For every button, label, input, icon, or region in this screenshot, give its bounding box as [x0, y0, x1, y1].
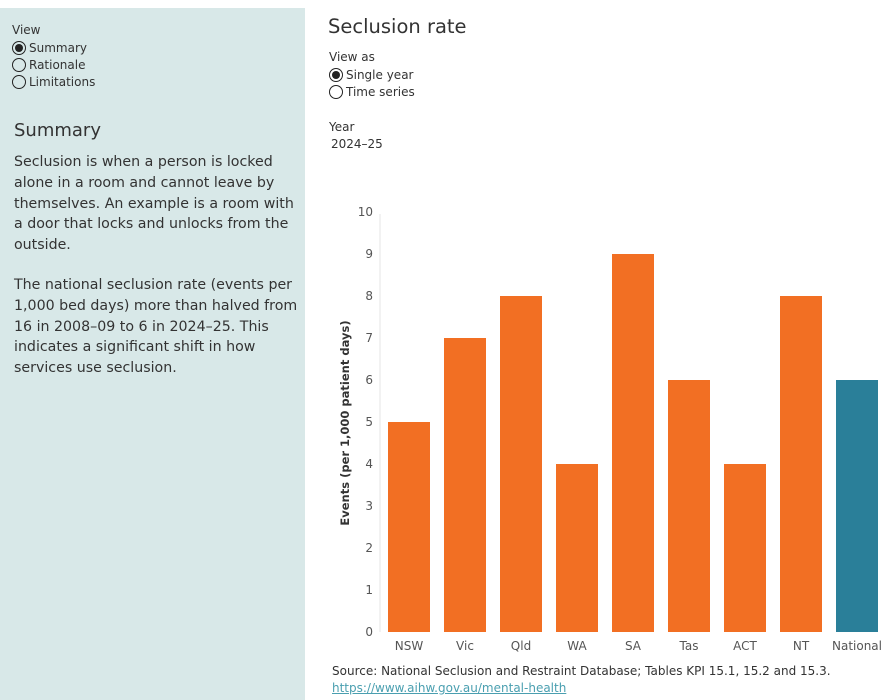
bar-sa[interactable]: [612, 254, 654, 632]
y-tick-label: 0: [365, 625, 373, 639]
x-tick-label: Tas: [679, 639, 699, 653]
view-option-label: Rationale: [29, 57, 86, 72]
bar-tas[interactable]: [668, 380, 710, 632]
y-tick-label: 4: [365, 457, 373, 471]
bar-qld[interactable]: [500, 296, 542, 632]
y-tick-label: 9: [365, 247, 373, 261]
x-tick-label: Qld: [511, 639, 531, 653]
x-tick-label: ACT: [733, 639, 757, 653]
view-as-title: View as: [329, 50, 375, 64]
summary-paragraph: Seclusion is when a person is locked alo…: [14, 154, 294, 254]
x-tick-label: NT: [793, 639, 810, 653]
radio-unchecked-icon[interactable]: [12, 57, 26, 72]
view-as-option-single-year[interactable]: Single year: [329, 66, 415, 83]
bar-national[interactable]: [836, 380, 878, 632]
y-tick-label: 10: [358, 205, 373, 219]
y-tick-label: 1: [365, 583, 373, 597]
x-tick-label: National: [832, 639, 882, 653]
view-option-rationale[interactable]: Rationale: [12, 56, 95, 73]
summary-heading: Summary: [14, 120, 101, 141]
source-note: Source: National Seclusion and Restraint…: [332, 664, 831, 678]
radio-unchecked-icon[interactable]: [329, 84, 343, 99]
view-as-option-time-series[interactable]: Time series: [329, 83, 415, 100]
year-filter-title: Year: [329, 120, 355, 134]
y-axis-label: Events (per 1,000 patient days): [338, 320, 352, 525]
bar-nt[interactable]: [780, 296, 822, 632]
view-option-label: Summary: [29, 40, 87, 55]
y-tick-label: 2: [365, 541, 373, 555]
x-tick-label: SA: [625, 639, 642, 653]
radio-checked-icon[interactable]: [329, 67, 343, 82]
view-as-option-label: Time series: [346, 84, 415, 99]
bar-wa[interactable]: [556, 464, 598, 632]
radio-checked-icon[interactable]: [12, 40, 26, 55]
y-tick-label: 6: [365, 373, 373, 387]
source-link[interactable]: https://www.aihw.gov.au/mental-health: [332, 681, 567, 695]
y-tick-label: 5: [365, 415, 373, 429]
x-tick-label: Vic: [456, 639, 474, 653]
view-as-option-label: Single year: [346, 67, 414, 82]
view-option-summary[interactable]: Summary: [12, 39, 95, 56]
y-tick-label: 7: [365, 331, 373, 345]
bar-nsw[interactable]: [388, 422, 430, 632]
summary-paragraph: The national seclusion rate (events per …: [14, 277, 298, 377]
bar-vic[interactable]: [444, 338, 486, 632]
bar-act[interactable]: [724, 464, 766, 632]
y-tick-label: 3: [365, 499, 373, 513]
view-group-title: View: [12, 23, 41, 37]
view-option-label: Limitations: [29, 74, 96, 89]
view-option-limitations[interactable]: Limitations: [12, 73, 95, 90]
view-radio-group: View Summary Rationale Limitations: [12, 23, 95, 90]
radio-unchecked-icon[interactable]: [12, 74, 26, 89]
year-filter-value[interactable]: 2024–25: [331, 137, 383, 151]
x-tick-label: WA: [567, 639, 587, 653]
view-as-radio-group: View as Single year Time series: [329, 50, 415, 100]
x-tick-label: NSW: [395, 639, 424, 653]
page-title: Seclusion rate: [328, 15, 467, 38]
bar-chart: 0 1 2 3 4 5 6 7 8 9 10 Events (per 1,000 patient da…: [338, 205, 882, 653]
y-tick-label: 8: [365, 289, 373, 303]
sidebar: View Summary Rationale Limitations Summa…: [0, 8, 305, 700]
